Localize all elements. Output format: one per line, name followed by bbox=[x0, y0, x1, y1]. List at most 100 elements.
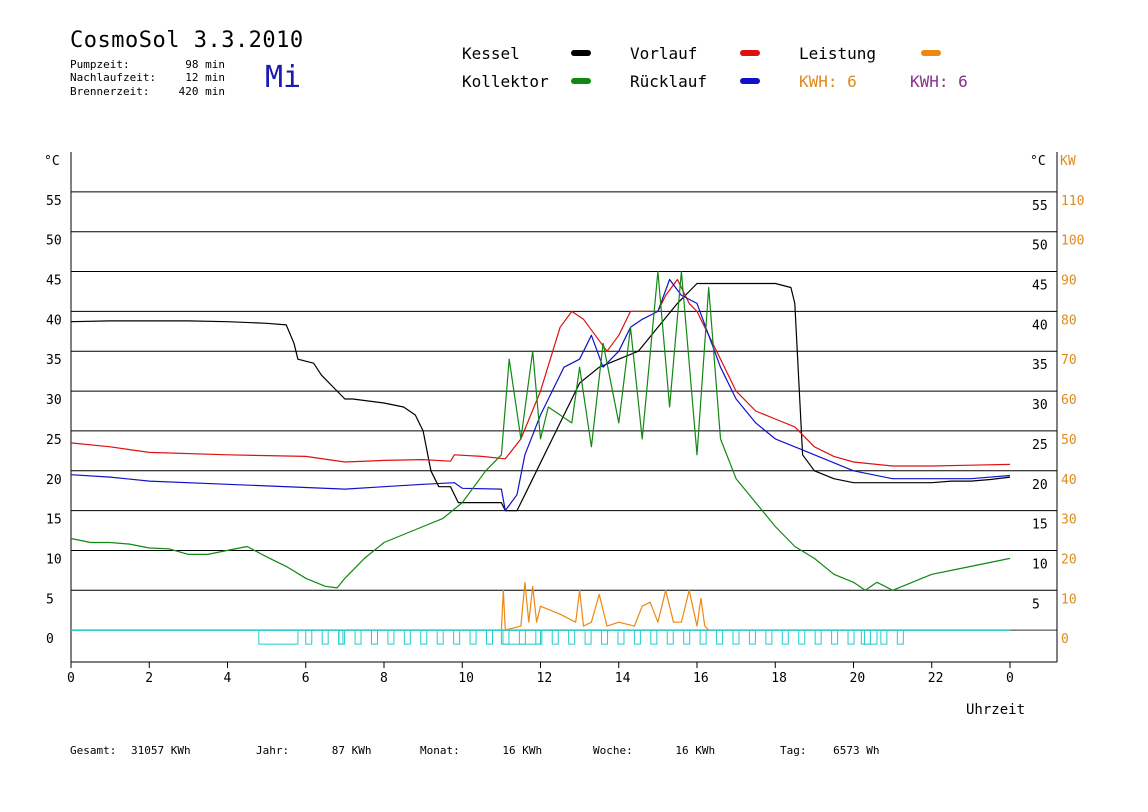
pump-marker bbox=[453, 629, 461, 645]
legend-label-kollektor: Kollektor bbox=[462, 72, 549, 91]
series-line-rcklauf bbox=[70, 278, 1011, 512]
y-tick-label-right: 50 bbox=[1032, 239, 1048, 254]
pump-marker bbox=[354, 629, 362, 645]
footer-label: Monat: bbox=[420, 744, 460, 757]
legend-label-ruecklauf: Rücklauf bbox=[630, 72, 708, 91]
pump-marker bbox=[420, 629, 428, 645]
pump-marker bbox=[716, 629, 724, 645]
pump-marker bbox=[798, 629, 806, 645]
y-tick-label-kw: 60 bbox=[1061, 393, 1077, 408]
y-tick-label-left: 25 bbox=[46, 433, 62, 448]
x-axis-label: Uhrzeit bbox=[966, 702, 1025, 718]
y-tick-label-right: 15 bbox=[1032, 518, 1048, 533]
y-axis-unit-right: °C bbox=[1030, 154, 1046, 169]
pump-marker bbox=[880, 629, 888, 645]
series-line-kessel bbox=[70, 282, 1011, 512]
y-tick-label-right: 55 bbox=[1032, 199, 1048, 214]
footer-woche: Woche: 16 KWh bbox=[593, 744, 715, 757]
pump-segment bbox=[860, 629, 878, 645]
kwh-purple-label: KWH: 6 bbox=[910, 72, 968, 91]
x-tick-label: 0 bbox=[67, 671, 75, 686]
y-tick-label-kw: 0 bbox=[1061, 632, 1069, 647]
series-layer bbox=[70, 270, 1011, 631]
x-tick-label: 0 bbox=[1006, 671, 1014, 686]
series-line-vorlauf bbox=[70, 278, 1011, 467]
stat-brennerzeit: Brennerzeit: 420 min bbox=[70, 85, 225, 98]
x-tick-label: 2 bbox=[145, 671, 153, 686]
y-tick-label-right: 5 bbox=[1032, 597, 1040, 612]
footer-label: Gesamt: bbox=[70, 744, 117, 757]
pump-marker bbox=[584, 629, 592, 645]
legend-swatch-vorlauf bbox=[740, 50, 760, 56]
footer-label: Jahr: bbox=[256, 744, 290, 757]
pump-segment bbox=[258, 629, 299, 645]
pump-marker bbox=[748, 629, 756, 645]
y-tick-label-right: 35 bbox=[1032, 358, 1048, 373]
y-tick-label-right: 45 bbox=[1032, 279, 1048, 294]
y-tick-label-right: 25 bbox=[1032, 438, 1048, 453]
pump-marker bbox=[551, 629, 559, 645]
pump-marker bbox=[568, 629, 576, 645]
x-tick-label: 16 bbox=[693, 671, 709, 686]
y-tick-label-kw: 50 bbox=[1061, 433, 1077, 448]
pump-segment bbox=[500, 629, 541, 645]
series-line-leistung bbox=[500, 581, 710, 631]
x-tick-label: 18 bbox=[771, 671, 787, 686]
footer-value: 6573 Wh bbox=[833, 744, 880, 757]
pump-marker bbox=[469, 629, 477, 645]
y-tick-label-left: 5 bbox=[46, 592, 54, 607]
pump-marker bbox=[847, 629, 855, 645]
x-tick-label: 14 bbox=[615, 671, 631, 686]
pump-marker bbox=[831, 629, 839, 645]
pump-marker bbox=[486, 629, 494, 645]
series-line-kollektor bbox=[70, 270, 1011, 591]
legend-swatch-leistung bbox=[921, 50, 941, 56]
pump-marker bbox=[601, 629, 609, 645]
y-tick-label-kw: 90 bbox=[1061, 274, 1077, 289]
footer-label: Tag: bbox=[780, 744, 807, 757]
y-axis-unit-kw: KW bbox=[1060, 154, 1076, 169]
grid-lines bbox=[71, 191, 1057, 631]
tick-labels: 0510152025303540455055510152025303540455… bbox=[46, 194, 1084, 686]
pump-indicator bbox=[71, 629, 1010, 645]
y-tick-label-right: 40 bbox=[1032, 318, 1048, 333]
footer-jahr: Jahr: 87 KWh bbox=[256, 744, 372, 757]
legend-swatch-kollektor bbox=[571, 78, 591, 84]
axes bbox=[70, 152, 1058, 668]
weekday-label: Mi bbox=[265, 60, 302, 95]
footer-value: 31057 KWh bbox=[130, 744, 191, 757]
y-tick-label-left: 35 bbox=[46, 353, 62, 368]
x-tick-label: 8 bbox=[380, 671, 388, 686]
y-tick-label-kw: 100 bbox=[1061, 234, 1084, 249]
pump-segment bbox=[338, 629, 344, 645]
pump-marker bbox=[321, 629, 329, 645]
pump-marker bbox=[518, 629, 526, 645]
pump-marker bbox=[666, 629, 674, 645]
pump-marker bbox=[403, 629, 411, 645]
stat-value: 420 min bbox=[178, 85, 225, 98]
y-tick-label-kw: 20 bbox=[1061, 552, 1077, 567]
y-tick-label-left: 55 bbox=[46, 194, 62, 209]
pump-marker bbox=[338, 629, 346, 645]
y-tick-label-left: 45 bbox=[46, 274, 62, 289]
pump-marker bbox=[370, 629, 378, 645]
stat-value: 12 min bbox=[185, 71, 225, 84]
stat-pumpzeit: Pumpzeit: 98 min bbox=[70, 58, 225, 71]
x-tick-label: 6 bbox=[302, 671, 310, 686]
x-tick-label: 22 bbox=[928, 671, 944, 686]
legend-swatch-ruecklauf bbox=[740, 78, 760, 84]
footer-value: 16 KWh bbox=[675, 744, 716, 757]
pump-marker bbox=[732, 629, 740, 645]
y-tick-label-kw: 70 bbox=[1061, 353, 1077, 368]
pump-marker bbox=[814, 629, 822, 645]
pump-marker bbox=[683, 629, 691, 645]
pump-marker bbox=[535, 629, 543, 645]
legend-label-vorlauf: Vorlauf bbox=[630, 44, 698, 63]
x-tick-label: 12 bbox=[537, 671, 553, 686]
y-tick-label-right: 20 bbox=[1032, 478, 1048, 493]
pump-marker bbox=[305, 629, 313, 645]
pump-marker bbox=[436, 629, 444, 645]
x-tick-label: 4 bbox=[224, 671, 232, 686]
footer-gesamt: Gesamt: 31057 KWh bbox=[70, 744, 191, 757]
